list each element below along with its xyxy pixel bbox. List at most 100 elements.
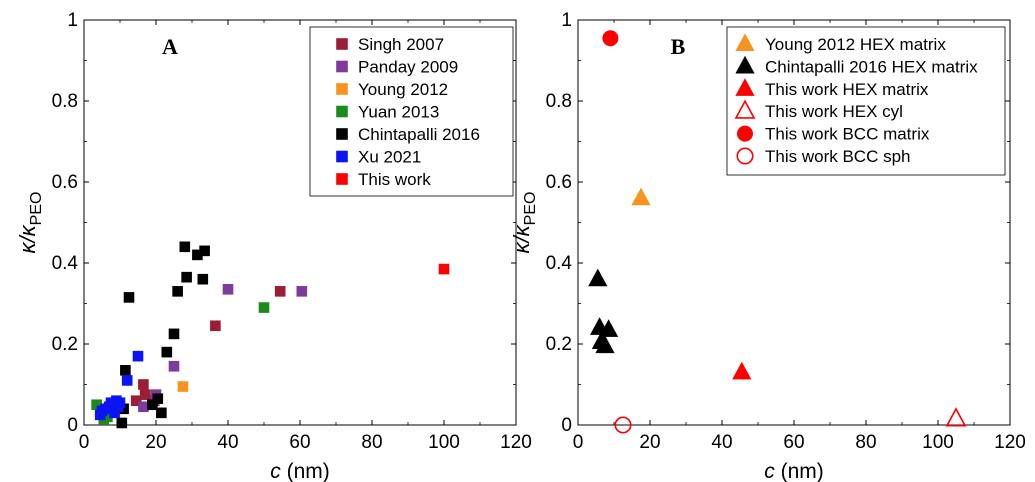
x-tick-label: 120 bbox=[500, 432, 532, 453]
legend: Young 2012 HEX matrix Chintapalli 2016 HE… bbox=[726, 26, 1006, 176]
legend: Singh 2007 Panday 2009 Young 2012 Yuan 2013… bbox=[309, 26, 514, 197]
data-point bbox=[130, 395, 142, 407]
data-point bbox=[210, 320, 221, 332]
data-point bbox=[152, 393, 164, 404]
data-point bbox=[132, 350, 144, 362]
data-point bbox=[614, 416, 632, 434]
data-point bbox=[181, 271, 192, 283]
data-point bbox=[258, 302, 270, 313]
x-tick-label: 100 bbox=[428, 432, 460, 453]
data-point bbox=[179, 241, 191, 253]
data-point bbox=[147, 399, 158, 411]
legend-label: This work bbox=[358, 170, 431, 189]
data-point bbox=[172, 286, 183, 297]
y-axis-label: κ/κPEO bbox=[509, 192, 539, 254]
data-point bbox=[177, 381, 189, 392]
data-point bbox=[161, 346, 173, 358]
y-tick-label: 0.4 bbox=[52, 253, 79, 274]
y-tick-label: 0.6 bbox=[546, 172, 572, 193]
y-tick-label: 1 bbox=[561, 10, 572, 31]
data-point bbox=[438, 263, 450, 275]
series-0 bbox=[631, 187, 651, 206]
data-point bbox=[222, 284, 234, 295]
y-tick-label: 0 bbox=[67, 415, 78, 436]
data-point bbox=[598, 319, 619, 337]
data-point bbox=[121, 375, 133, 386]
legend-marker bbox=[734, 99, 756, 119]
data-point bbox=[595, 335, 615, 354]
legend-marker bbox=[736, 147, 754, 165]
data-point bbox=[296, 286, 308, 297]
legend-label: Panday 2009 bbox=[358, 58, 458, 77]
series-2 bbox=[177, 381, 189, 392]
y-tick-label: 0.8 bbox=[52, 91, 78, 112]
data-point bbox=[156, 407, 167, 419]
legend-box bbox=[726, 26, 1006, 176]
series-4 bbox=[602, 30, 619, 47]
data-point bbox=[168, 360, 180, 372]
legend-label: This work BCC matrix bbox=[765, 125, 930, 144]
y-tick-label: 0.4 bbox=[546, 253, 573, 274]
data-point bbox=[120, 365, 131, 376]
chart-panel-a: 0 20 40 60 80 100 120 0 0.2 0.4 0.6 0.8 1 c (nm) κ/κPE… bbox=[15, 10, 532, 482]
series-3 bbox=[945, 407, 967, 427]
panel-letter: A bbox=[162, 34, 178, 59]
data-point bbox=[138, 401, 149, 413]
series-5 bbox=[614, 416, 632, 434]
legend-label: Singh 2007 bbox=[358, 35, 444, 54]
legend-marker bbox=[736, 125, 753, 142]
legend-label: This work HEX matrix bbox=[765, 80, 929, 99]
data-point bbox=[631, 187, 651, 206]
data-point bbox=[732, 361, 752, 380]
y-tick-label: 0 bbox=[561, 415, 572, 436]
legend-label: This work BCC sph bbox=[765, 147, 910, 166]
series-2 bbox=[732, 361, 752, 380]
legend-marker bbox=[735, 78, 755, 96]
data-point bbox=[114, 397, 126, 409]
x-axis-label: c (nm) bbox=[270, 460, 330, 482]
x-axis-label: c (nm) bbox=[764, 460, 824, 482]
x-tick-label: 120 bbox=[994, 432, 1026, 453]
panel-letter: B bbox=[671, 34, 686, 59]
legend-marker bbox=[336, 173, 348, 185]
x-tick-label: 0 bbox=[573, 432, 584, 453]
legend-marker bbox=[336, 83, 348, 95]
y-tick-label: 0.6 bbox=[52, 172, 78, 193]
x-tick-label: 40 bbox=[711, 432, 732, 453]
legend-marker bbox=[336, 60, 348, 73]
legend-marker bbox=[336, 38, 348, 50]
legend-label: Xu 2021 bbox=[358, 148, 421, 167]
legend-label: Young 2012 HEX matrix bbox=[765, 35, 946, 54]
data-point bbox=[138, 379, 149, 390]
data-point bbox=[116, 417, 128, 429]
legend-marker bbox=[735, 33, 755, 52]
x-tick-label: 60 bbox=[783, 432, 804, 453]
data-point bbox=[945, 407, 967, 427]
y-tick-label: 1 bbox=[67, 10, 78, 31]
legend-label: This work HEX cyl bbox=[765, 102, 903, 121]
x-tick-label: 20 bbox=[639, 432, 660, 453]
y-tick-label: 0.2 bbox=[52, 334, 78, 355]
series-4 bbox=[116, 241, 210, 429]
chart-panel-b: 0 20 40 60 80 100 120 0 0.2 0.4 0.6 0.8 1 c (nm) κ/κPE… bbox=[509, 10, 1026, 482]
data-point bbox=[123, 292, 135, 303]
legend-marker bbox=[336, 128, 348, 140]
legend-label: Young 2012 bbox=[358, 80, 448, 99]
legend-label: Chintapalli 2016 bbox=[358, 125, 480, 144]
x-tick-label: 20 bbox=[145, 432, 166, 453]
y-tick-label: 0.8 bbox=[546, 91, 572, 112]
x-tick-label: 80 bbox=[361, 432, 382, 453]
data-point bbox=[274, 286, 286, 297]
y-axis-label: κ/κPEO bbox=[15, 192, 45, 254]
series-5 bbox=[94, 350, 144, 421]
data-point bbox=[199, 245, 210, 257]
x-tick-label: 60 bbox=[289, 432, 310, 453]
data-point bbox=[139, 389, 151, 400]
data-point bbox=[588, 268, 608, 287]
x-tick-label: 80 bbox=[855, 432, 876, 453]
series-1 bbox=[588, 268, 619, 354]
x-tick-label: 100 bbox=[922, 432, 954, 453]
legend-marker bbox=[336, 105, 348, 118]
series-6 bbox=[438, 263, 450, 275]
